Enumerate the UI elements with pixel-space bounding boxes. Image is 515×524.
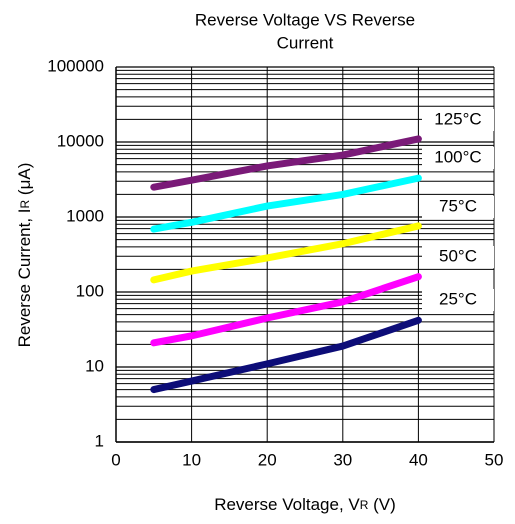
- x-tick-label: 10: [182, 450, 201, 469]
- series-label: 50°C: [439, 246, 477, 265]
- series-label-bg: [422, 246, 494, 268]
- y-tick-label: 10000: [57, 131, 104, 150]
- axis-label-part: Reverse Current, I: [15, 208, 34, 347]
- series-line: [150, 273, 422, 347]
- series-label-bg: [422, 109, 494, 131]
- labels: 1 10 100 1000 10000 100000 0 10 20 30 40 50 125°C 100…: [15, 56, 503, 514]
- x-tick-label: 0: [111, 450, 120, 469]
- x-tick-label: 20: [258, 450, 277, 469]
- axis-label-part: R: [360, 498, 369, 512]
- chart-title: Reverse Voltage VS Reverse: [195, 10, 415, 29]
- axis-label-part: Reverse Voltage, V: [214, 495, 360, 514]
- series-label: 75°C: [439, 196, 477, 215]
- series-line: [150, 222, 422, 284]
- axis-label-part: (μA): [15, 163, 34, 200]
- series-label: 100°C: [434, 147, 481, 166]
- y-tick-label: 10: [85, 356, 104, 375]
- series-line: [150, 135, 422, 191]
- series-line: [150, 316, 422, 394]
- series-line: [150, 174, 422, 233]
- series-label-bg: [422, 147, 494, 169]
- x-tick-label: 50: [485, 450, 504, 469]
- axis-label-part: (V): [368, 495, 395, 514]
- series-label-bg: [422, 289, 494, 311]
- y-tick-label: 1: [95, 431, 104, 450]
- series-label: 25°C: [439, 289, 477, 308]
- axis-label-part: R: [18, 199, 32, 208]
- series-label: 125°C: [434, 109, 481, 128]
- chart-title: Current: [277, 33, 334, 52]
- axis-label: Reverse Voltage, VR (V): [214, 495, 396, 514]
- x-tick-label: 40: [409, 450, 428, 469]
- series-label-bg: [422, 196, 494, 218]
- y-tick-label: 1000: [66, 206, 104, 225]
- plot: [150, 135, 422, 394]
- axis-label: Reverse Current, IR (μA): [15, 163, 34, 348]
- y-tick-label: 100: [76, 281, 104, 300]
- y-tick-label: 100000: [47, 56, 104, 75]
- x-tick-label: 30: [333, 450, 352, 469]
